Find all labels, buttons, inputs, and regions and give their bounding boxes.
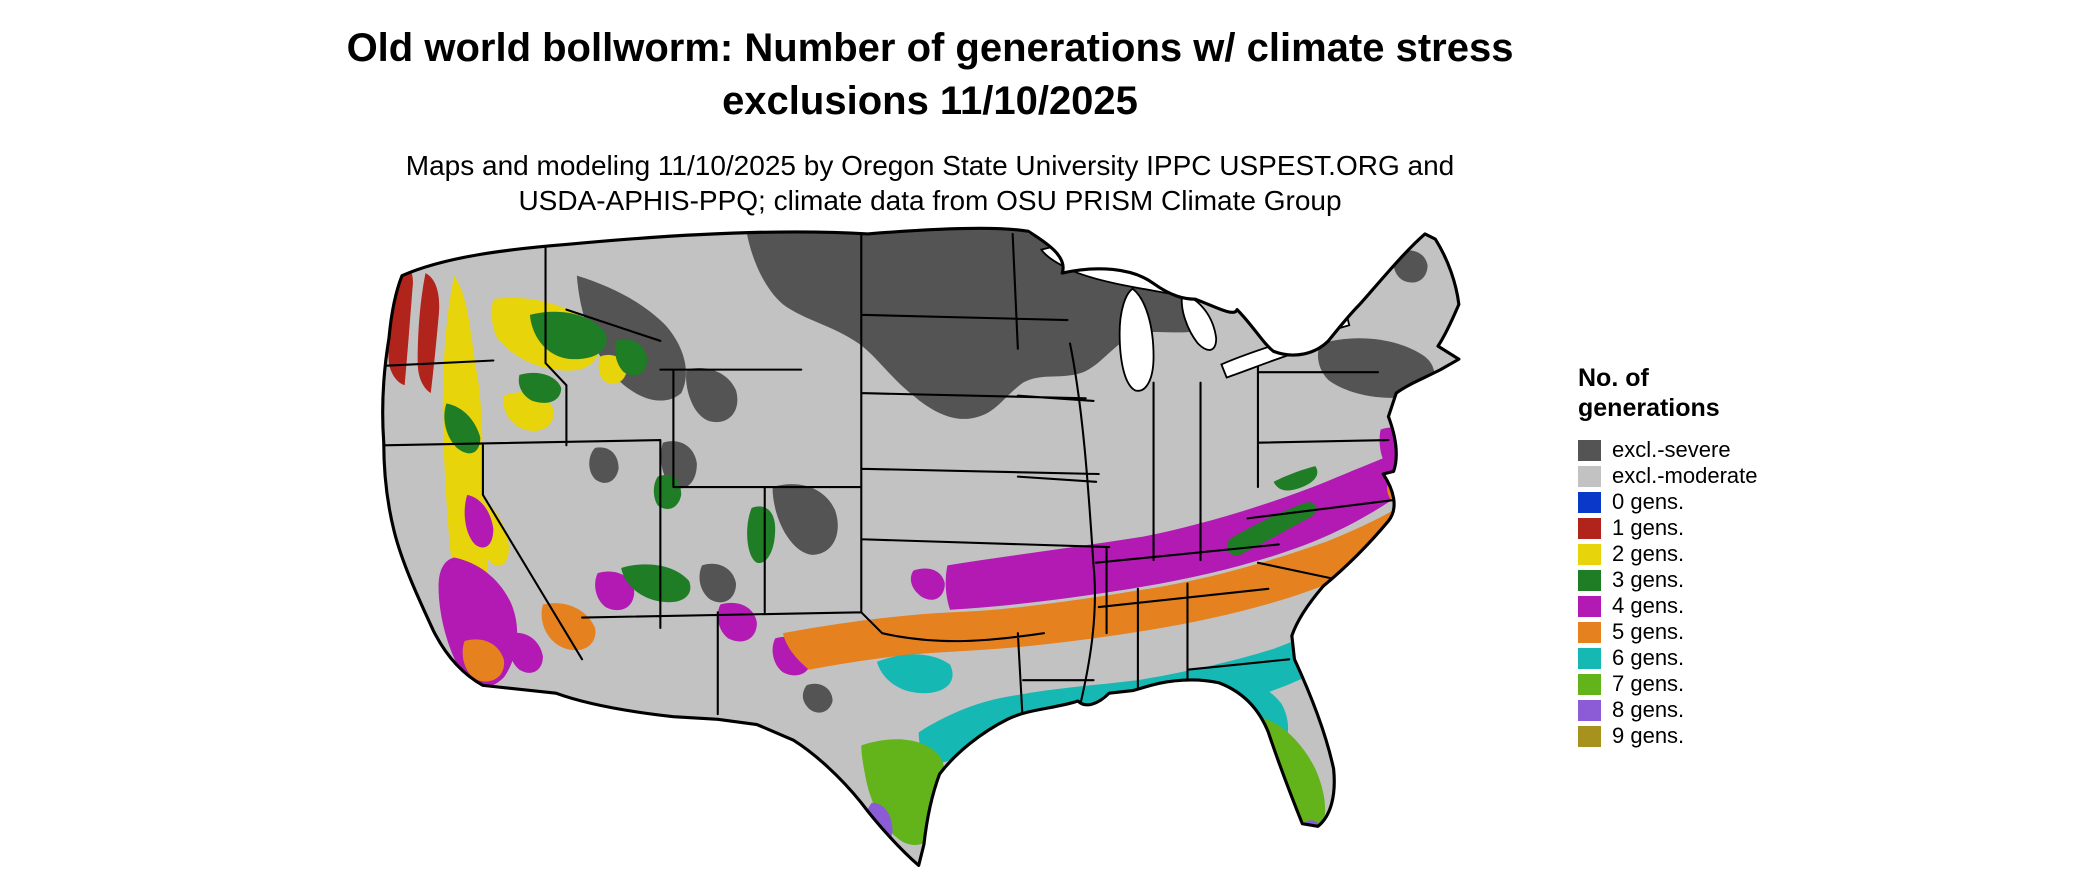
legend-label-1-gens: 1 gens.: [1612, 515, 1685, 540]
legend-item-1-gens: 1 gens.: [1578, 515, 1758, 541]
legend-swatch-7-gens: [1578, 673, 1601, 695]
lake-michigan: [1118, 287, 1155, 392]
legend-item-9-gens: 9 gens.: [1578, 723, 1758, 749]
legend-item-5-gens: 5 gens.: [1578, 619, 1758, 645]
legend-item-8-gens: 8 gens.: [1578, 697, 1758, 723]
legend-swatch-excl-moderate: [1578, 465, 1601, 487]
legend-item-2-gens: 2 gens.: [1578, 541, 1758, 567]
legend-item-excl-severe: excl.-severe: [1578, 437, 1758, 463]
map-subtitle-line1: Maps and modeling 11/10/2025 by Oregon S…: [405, 149, 1455, 181]
legend-swatch-4-gens: [1578, 595, 1601, 617]
header: Old world bollworm: Number of generation…: [0, 22, 1860, 218]
legend-item-4-gens: 4 gens.: [1578, 593, 1758, 619]
legend-swatch-3-gens: [1578, 569, 1601, 591]
lake-huron: [1180, 292, 1218, 351]
map-title-line2: exclusions 11/10/2025: [722, 78, 1138, 123]
legend-label-excl-severe: excl.-severe: [1612, 437, 1731, 462]
map-subtitle-line2: USDA-APHIS-PPQ; climate data from OSU PR…: [518, 184, 1342, 216]
legend-item-7-gens: 7 gens.: [1578, 671, 1758, 697]
legend: No. of generations excl.-severe excl.-mo…: [1578, 364, 1758, 749]
legend-label-3-gens: 3 gens.: [1612, 567, 1685, 592]
legend-label-7-gens: 7 gens.: [1612, 671, 1685, 696]
us-outline: [381, 226, 1461, 867]
legend-swatch-2-gens: [1578, 543, 1601, 565]
legend-title-line1: No. of: [1578, 364, 1649, 392]
legend-label-4-gens: 4 gens.: [1612, 593, 1685, 618]
legend-item-6-gens: 6 gens.: [1578, 645, 1758, 671]
legend-title: No. of generations: [1578, 364, 1758, 423]
legend-title-line2: generations: [1578, 393, 1720, 422]
legend-label-5-gens: 5 gens.: [1612, 619, 1685, 644]
map-title-line1: Old world bollworm: Number of generation…: [346, 26, 1514, 70]
legend-swatch-excl-severe: [1578, 439, 1601, 461]
legend-swatch-5-gens: [1578, 621, 1601, 643]
map-title: Old world bollworm: Number of generation…: [0, 22, 1860, 128]
legend-label-9-gens: 9 gens.: [1612, 723, 1685, 748]
legend-label-0-gens: 0 gens.: [1612, 489, 1685, 514]
us-generations-map: [381, 226, 1461, 867]
legend-label-2-gens: 2 gens.: [1612, 541, 1685, 566]
map-subtitle: Maps and modeling 11/10/2025 by Oregon S…: [0, 148, 1860, 218]
legend-swatch-1-gens: [1578, 517, 1601, 539]
legend-swatch-8-gens: [1578, 699, 1601, 721]
legend-item-3-gens: 3 gens.: [1578, 567, 1758, 593]
map-region-8-gens: [863, 802, 1321, 851]
legend-label-6-gens: 6 gens.: [1612, 645, 1685, 670]
legend-swatch-0-gens: [1578, 491, 1601, 513]
legend-item-0-gens: 0 gens.: [1578, 489, 1758, 515]
legend-label-8-gens: 8 gens.: [1612, 697, 1685, 722]
legend-label-excl-moderate: excl.-moderate: [1612, 463, 1758, 488]
state-borders: [382, 232, 1395, 729]
legend-swatch-6-gens: [1578, 647, 1601, 669]
legend-swatch-9-gens: [1578, 725, 1601, 747]
legend-item-excl-moderate: excl.-moderate: [1578, 463, 1758, 489]
